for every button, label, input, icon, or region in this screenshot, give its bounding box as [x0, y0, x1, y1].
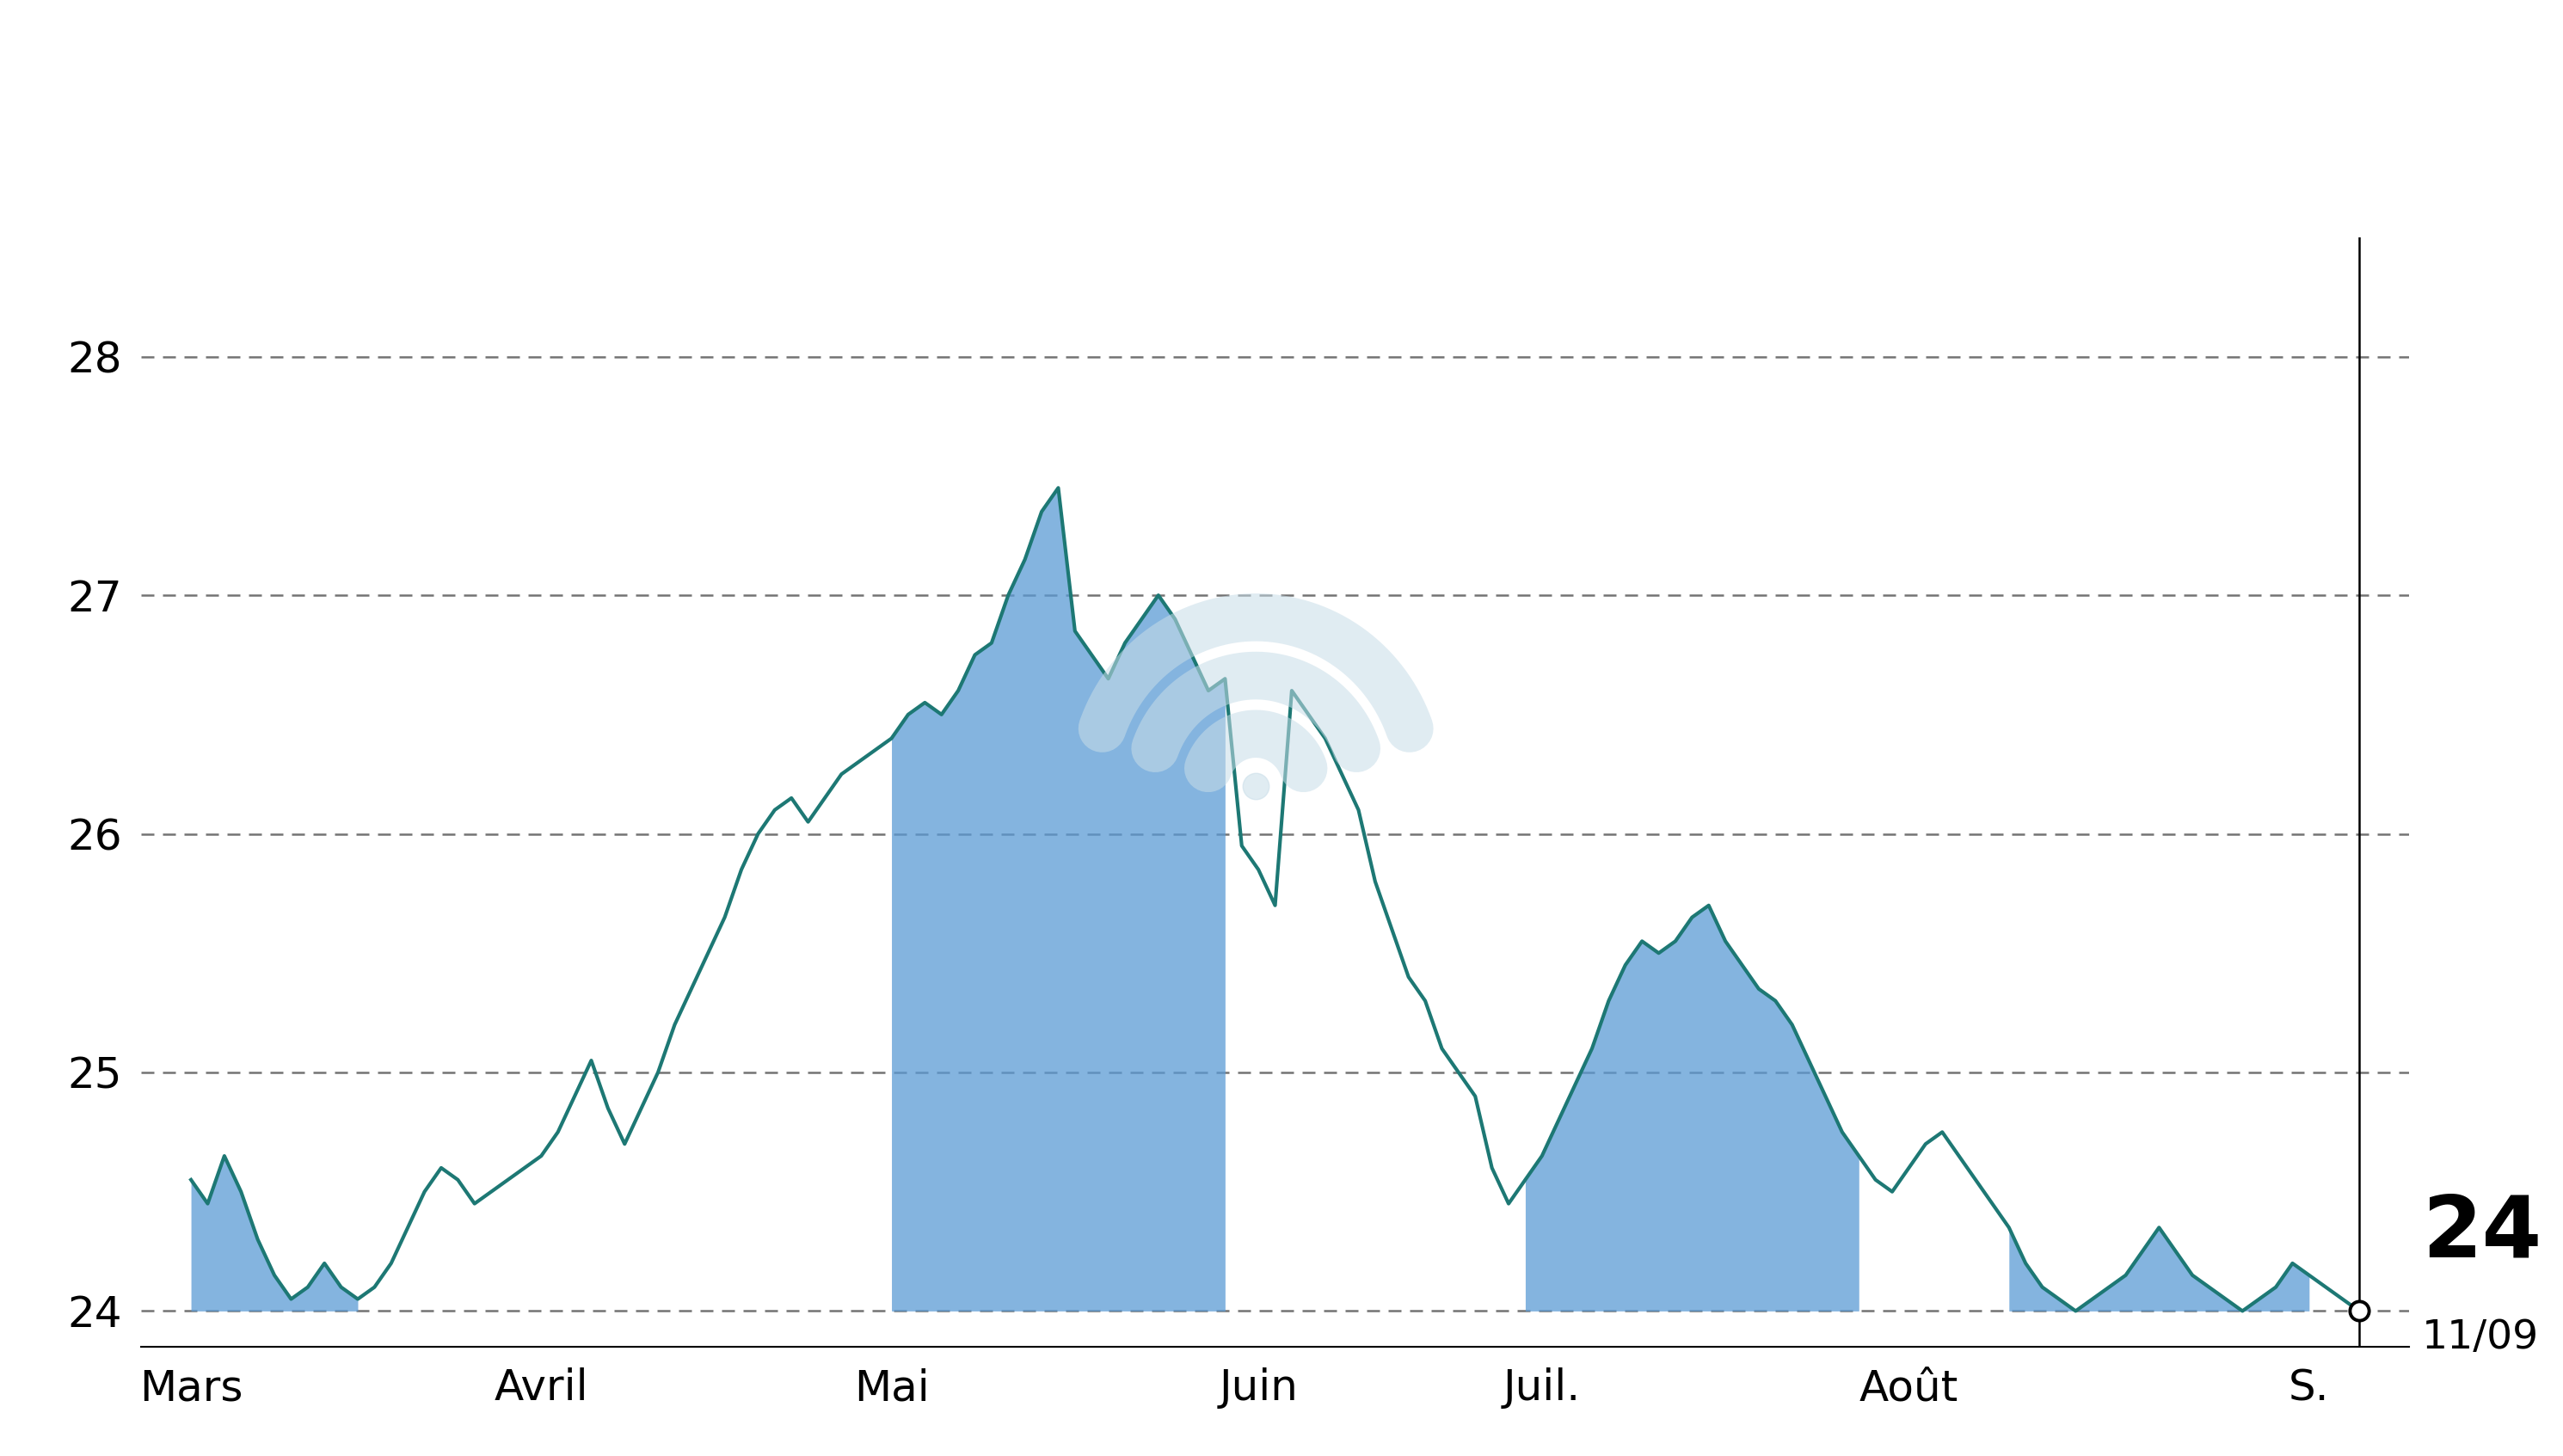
Text: ALTAMIR: ALTAMIR [1059, 7, 1504, 99]
Text: 24: 24 [2422, 1191, 2542, 1274]
Text: 11/09: 11/09 [2422, 1318, 2540, 1357]
